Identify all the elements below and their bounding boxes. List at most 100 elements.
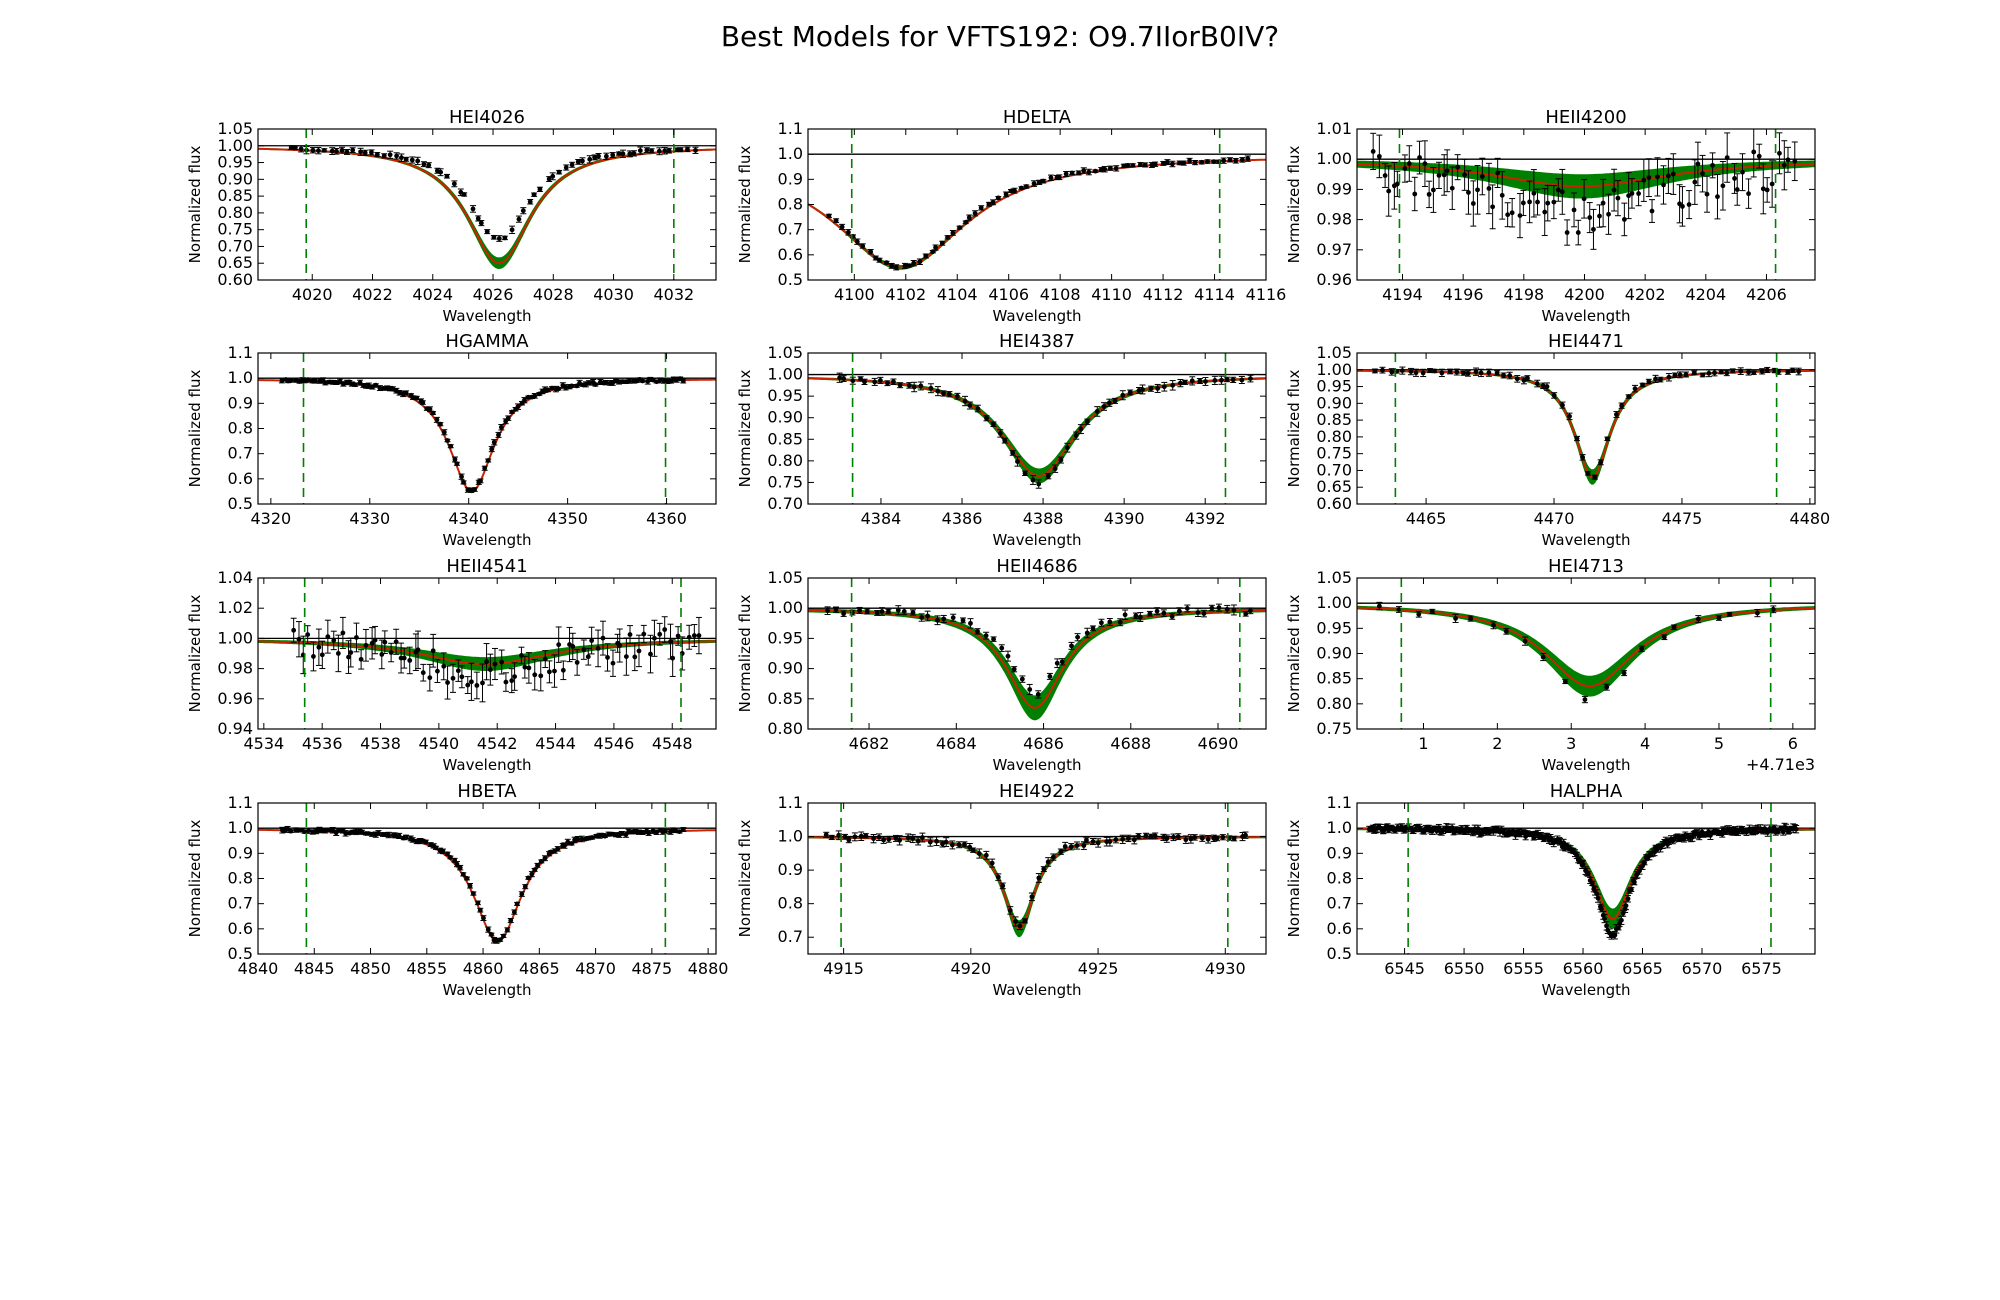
data-point <box>1019 676 1025 682</box>
data-point <box>305 377 311 383</box>
data-point <box>1426 191 1432 197</box>
data-point <box>1069 643 1074 649</box>
data-point <box>279 827 285 833</box>
data-point <box>372 637 378 643</box>
data-point <box>319 652 325 658</box>
y-tick-label: 0.94 <box>217 719 253 738</box>
data-point <box>1063 171 1069 177</box>
data-point <box>532 672 538 678</box>
data-point <box>1580 454 1586 460</box>
data-point <box>1700 171 1705 177</box>
data-point <box>1177 380 1183 386</box>
data-point <box>1621 670 1627 676</box>
data-point <box>1475 187 1480 193</box>
data-point <box>873 255 879 261</box>
y-tick-label: 0.90 <box>767 408 803 427</box>
data-point <box>1623 903 1629 909</box>
data-point <box>532 393 538 399</box>
data-point <box>1598 906 1604 912</box>
data-point <box>1522 638 1528 644</box>
data-point <box>602 833 608 839</box>
data-point <box>330 827 336 833</box>
data-point <box>1125 835 1131 841</box>
y-tick-label: 0.8 <box>778 894 803 913</box>
data-point <box>955 393 960 399</box>
data-point <box>522 884 528 890</box>
data-point <box>298 146 304 152</box>
data-point <box>452 457 458 462</box>
data-point <box>1478 370 1484 376</box>
data-point <box>1224 606 1230 612</box>
model-band <box>1357 605 1815 697</box>
model-band <box>808 377 1266 484</box>
x-tick-label: 4684 <box>936 734 977 753</box>
data-point <box>497 937 503 943</box>
data-point <box>292 145 298 151</box>
data-point <box>461 480 466 485</box>
data-point <box>1247 608 1253 614</box>
plot-frame <box>257 352 717 505</box>
subplot-title: HDELTA <box>1003 107 1072 128</box>
data-series <box>278 376 687 493</box>
x-tick-label: 4682 <box>849 734 890 753</box>
data-point <box>1439 370 1445 376</box>
x-tick-label: 6560 <box>1563 959 1604 978</box>
data-point <box>1131 837 1137 843</box>
data-point <box>654 829 660 835</box>
data-point <box>445 851 450 857</box>
data-point <box>986 201 992 207</box>
x-tick-label: 4544 <box>535 734 576 753</box>
data-point <box>401 655 407 661</box>
data-point <box>943 839 949 845</box>
data-point <box>983 633 989 639</box>
data-point <box>1182 379 1188 385</box>
data-point <box>1479 174 1485 179</box>
y-tick-label: 1.04 <box>217 568 253 587</box>
data-point <box>1422 161 1428 167</box>
x-tick-label: 4102 <box>885 285 926 304</box>
data-point <box>1619 403 1625 409</box>
subplot-title: HEII4200 <box>1545 107 1626 128</box>
data-point <box>1597 213 1602 219</box>
data-series <box>1371 366 1802 480</box>
plot-area <box>1357 129 1815 280</box>
data-point <box>437 421 443 427</box>
data-point <box>1412 191 1418 197</box>
y-tick-label: 0.8 <box>778 195 803 214</box>
data-point <box>369 149 374 155</box>
data-point <box>336 827 341 833</box>
data-point <box>1692 179 1698 185</box>
data-point <box>492 661 498 667</box>
data-point <box>1148 833 1154 839</box>
data-point <box>854 239 860 245</box>
data-point <box>1571 207 1577 213</box>
x-tick-label: 4030 <box>593 285 634 304</box>
data-point <box>450 675 456 681</box>
data-point <box>1641 177 1647 183</box>
data-point <box>1245 156 1251 162</box>
subplot-title: HEII4686 <box>996 556 1077 577</box>
data-point <box>1716 615 1722 621</box>
x-tick-label: 4330 <box>349 509 390 528</box>
plot-area <box>258 353 716 504</box>
x-axis-label: Wavelength <box>993 307 1082 325</box>
y-tick-label: 0.9 <box>228 393 253 412</box>
data-point <box>350 147 356 153</box>
data-point <box>1030 477 1036 483</box>
data-point <box>1580 861 1586 867</box>
data-point <box>1781 162 1787 168</box>
data-point <box>359 829 365 835</box>
data-point <box>1575 230 1581 235</box>
data-point <box>414 395 420 401</box>
data-point <box>1468 616 1474 621</box>
data-point <box>501 933 506 939</box>
data-point <box>575 836 581 842</box>
x-offset-label: +4.71e3 <box>1746 755 1815 774</box>
y-tick-label: 0.95 <box>1316 618 1352 637</box>
data-point <box>1239 157 1245 163</box>
y-tick-label: 0.85 <box>1316 669 1352 688</box>
x-tick-label: 4690 <box>1198 734 1239 753</box>
data-point <box>852 834 858 840</box>
data-point <box>288 145 294 150</box>
data-point <box>509 678 515 684</box>
